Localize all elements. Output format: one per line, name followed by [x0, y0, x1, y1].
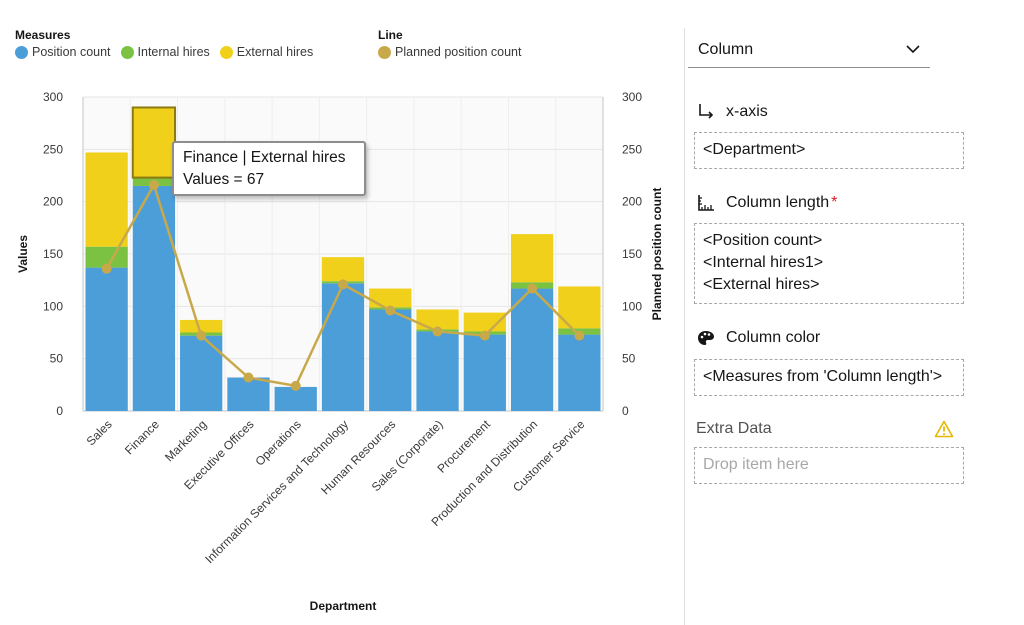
- x-tick-label: Sales: [84, 417, 115, 448]
- y2-tick-label: 50: [622, 352, 636, 366]
- xaxis-drop-zone[interactable]: <Department>: [694, 132, 964, 169]
- measures-legend-title: Measures: [15, 28, 71, 42]
- legend-item-planned-position-count[interactable]: Planned position count: [378, 45, 521, 59]
- column-length-drop-zone[interactable]: <Position count> <Internal hires1> <Exte…: [694, 223, 964, 304]
- chart-type-value: Column: [698, 40, 754, 58]
- legend-item-position-count[interactable]: Position count: [15, 45, 111, 59]
- xaxis-item-department[interactable]: <Department>: [703, 141, 806, 158]
- y2-tick-label: 200: [622, 195, 642, 209]
- bar-segment-external-hires: [416, 309, 459, 330]
- legend-item-internal-hires[interactable]: Internal hires: [120, 45, 210, 59]
- planned-position-count-swatch-icon: [378, 45, 391, 59]
- bar-segment-position-count: [132, 185, 176, 411]
- bar-segment-external-hires: [369, 288, 412, 308]
- length-item-position-count[interactable]: <Position count>: [703, 232, 823, 249]
- bar-segment-position-count: [463, 334, 506, 411]
- y-tick-label: 200: [43, 195, 63, 209]
- planned-position-point: [338, 279, 348, 290]
- measures-legend: Measures Position count Internal hires E…: [15, 28, 313, 59]
- tooltip-title: Finance | External hires: [183, 149, 346, 166]
- length-item-external-hires[interactable]: <External hires>: [703, 276, 820, 293]
- palette-icon: [696, 328, 716, 348]
- extra-data-slot-label: Extra Data: [696, 420, 772, 437]
- y2-axis-title: Planned position count: [650, 188, 664, 321]
- legend-label: Planned position count: [395, 45, 522, 59]
- planned-position-point: [527, 283, 538, 294]
- chart-tooltip: Finance | External hires Values = 67: [172, 141, 366, 196]
- y-tick-label: 150: [43, 247, 63, 261]
- planned-position-point: [290, 380, 301, 391]
- y2-tick-label: 300: [622, 90, 642, 104]
- y2-tick-label: 150: [622, 247, 642, 261]
- planned-position-point: [385, 305, 396, 316]
- chevron-down-icon: [906, 41, 920, 59]
- tooltip-value: Values = 67: [183, 171, 265, 188]
- planned-position-point: [574, 330, 585, 341]
- column-line-chart: 0 0 50 50 100 100 150 150 200 200 250 250 300 300 Sale…: [16, 90, 664, 613]
- panel-divider: [684, 28, 685, 625]
- y2-tick-label: 100: [622, 299, 642, 313]
- chart-type-select[interactable]: Column: [688, 32, 930, 68]
- x-axis-title: Department: [310, 599, 377, 613]
- bar-segment-position-count: [85, 267, 128, 411]
- bar-segment-external-hires: [180, 319, 223, 333]
- bar-segment-external-hires: [510, 234, 554, 283]
- planned-position-point: [101, 263, 112, 274]
- bar-segment-position-count: [180, 335, 223, 411]
- y2-tick-label: 250: [622, 142, 642, 156]
- bar-segment-position-count: [416, 331, 459, 411]
- planned-position-point: [196, 330, 207, 341]
- ruler-icon: [696, 193, 716, 213]
- extra-data-drop-zone[interactable]: Drop item here: [694, 447, 964, 484]
- planned-position-point: [148, 179, 159, 190]
- drop-placeholder: Drop item here: [703, 456, 809, 473]
- line-legend-title: Line: [378, 28, 403, 42]
- y-tick-label: 50: [50, 352, 64, 366]
- bar-segment-position-count: [274, 386, 317, 411]
- y-tick-label: 100: [43, 299, 63, 313]
- color-item-measures[interactable]: <Measures from 'Column length'>: [703, 368, 943, 385]
- y2-tick-label: 0: [622, 404, 629, 418]
- legend-label: Position count: [32, 45, 111, 59]
- xaxis-slot-label: x-axis: [696, 102, 768, 122]
- planned-position-point: [432, 326, 443, 337]
- length-item-internal-hires[interactable]: <Internal hires1>: [703, 254, 824, 271]
- required-marker: *: [831, 194, 838, 211]
- y-tick-label: 300: [43, 90, 63, 104]
- y-tick-label: 0: [56, 404, 63, 418]
- y-tick-label: 250: [43, 142, 63, 156]
- legend-item-external-hires[interactable]: External hires: [219, 45, 314, 59]
- bar-segment-position-count: [510, 288, 554, 411]
- column-color-slot-label: Column color: [696, 328, 820, 348]
- position-count-swatch-icon: [15, 45, 28, 59]
- x-tick-label: Finance: [122, 417, 162, 457]
- line-legend: Line Planned position count: [378, 28, 521, 59]
- column-length-slot-label: Column length *: [696, 193, 837, 213]
- legend-label: External hires: [236, 45, 314, 59]
- chart-area: 0 0 50 50 100 100 150 150 200 200 250 250 300 300 Sale…: [15, 28, 664, 613]
- bar-segment-external-hires: [321, 257, 365, 282]
- axis-arrow-icon: [696, 102, 716, 122]
- visualization-properties-panel: Column x-axis <Department> Column length…: [686, 0, 1024, 625]
- planned-position-point: [479, 330, 490, 341]
- x-tick-label: Marketing: [162, 417, 209, 464]
- bar-segment-position-count: [558, 334, 601, 411]
- internal-hires-swatch-icon: [120, 45, 134, 59]
- bar-segment-position-count: [321, 283, 365, 411]
- column-color-drop-zone[interactable]: <Measures from 'Column length'>: [694, 359, 964, 396]
- legend-label: Internal hires: [137, 45, 210, 59]
- bar-segment-external-hires: [131, 106, 177, 179]
- warning-icon[interactable]: [934, 420, 954, 443]
- planned-position-point: [243, 372, 254, 383]
- bar-segment-position-count: [227, 377, 270, 411]
- external-hires-swatch-icon: [219, 45, 233, 59]
- bar-segment-position-count: [369, 309, 412, 411]
- y-axis-title: Values: [16, 235, 30, 273]
- bar-segment-external-hires: [85, 152, 128, 247]
